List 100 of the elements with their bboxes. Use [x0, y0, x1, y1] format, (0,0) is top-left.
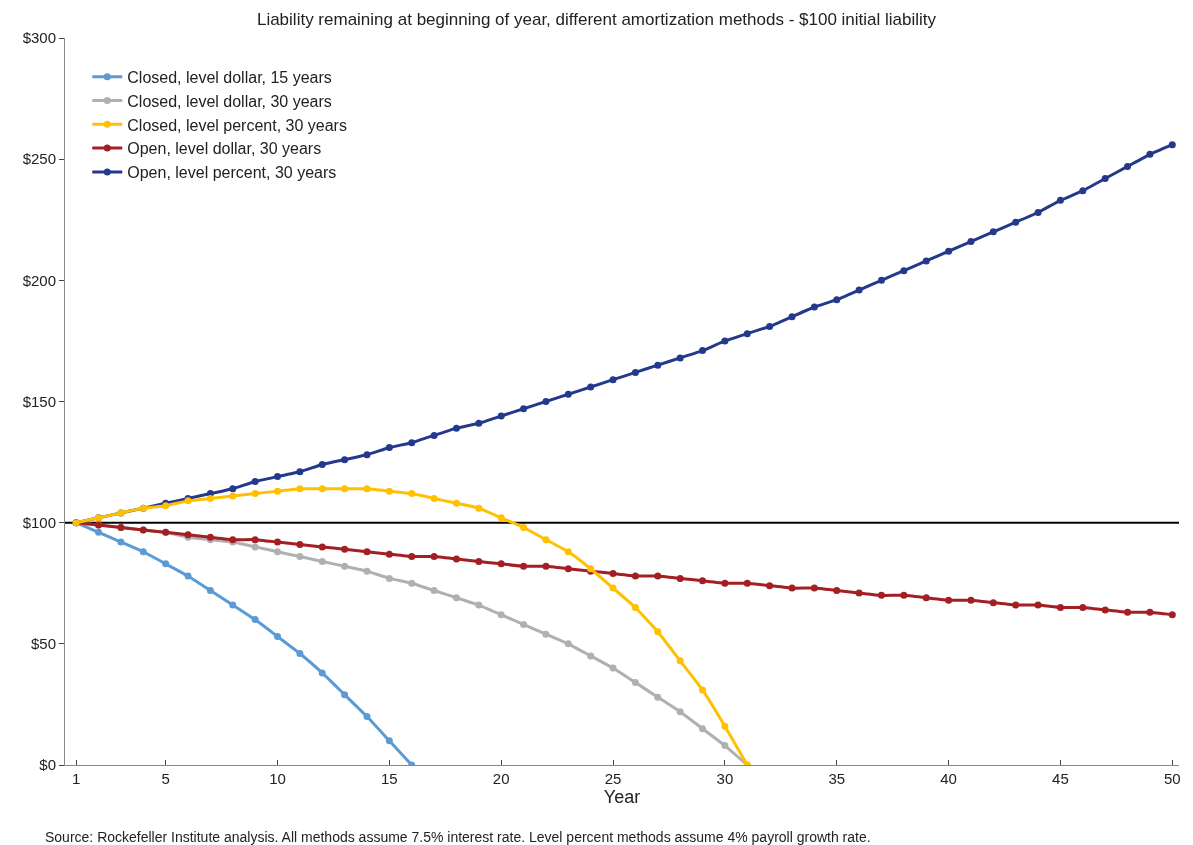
point [1146, 150, 1154, 158]
point [900, 591, 908, 599]
point [609, 570, 617, 578]
point [1146, 608, 1154, 616]
point [564, 640, 572, 648]
point [497, 560, 505, 568]
point [766, 322, 774, 330]
point [1079, 603, 1087, 611]
point [341, 456, 349, 464]
x-axis-title: Year [603, 787, 641, 808]
point [475, 419, 483, 427]
point [318, 461, 326, 469]
point [1012, 601, 1020, 609]
x-tick-label: 30 [716, 770, 734, 787]
point [654, 572, 662, 580]
x-tick-label: 40 [940, 770, 957, 787]
x-tick-label: 45 [1052, 770, 1069, 787]
point [318, 485, 326, 493]
x-tick-label: 25 [604, 770, 622, 787]
point [385, 574, 393, 582]
point [520, 524, 528, 532]
x-tick-label: 1 [72, 770, 81, 787]
point [1124, 608, 1132, 616]
source-note: Source: Rockefeller Institute analysis. All methods assume 7.5% interest rate. Level percent methods assume 4% payroll growth rate. [45, 829, 871, 845]
point [721, 722, 729, 730]
point [1101, 175, 1109, 183]
point [810, 584, 818, 592]
point [676, 657, 684, 665]
point [452, 594, 460, 602]
point [1034, 208, 1042, 216]
point [274, 633, 282, 641]
point [699, 686, 707, 694]
point [475, 557, 483, 565]
x-tick-label: 35 [828, 770, 846, 787]
point [542, 630, 550, 638]
point [721, 337, 729, 345]
point [654, 361, 662, 369]
point [497, 412, 505, 420]
point [385, 487, 393, 495]
point [318, 557, 326, 565]
point [430, 553, 438, 561]
point [318, 543, 326, 551]
point [296, 650, 304, 658]
point [296, 553, 304, 561]
point [206, 494, 214, 502]
point [609, 584, 617, 592]
y-tick-label: $250 [22, 150, 56, 168]
point [520, 562, 528, 570]
point [139, 548, 147, 556]
point [341, 562, 349, 570]
point [296, 540, 304, 548]
point [296, 468, 304, 476]
point [408, 439, 416, 447]
point [430, 587, 438, 595]
point [587, 383, 595, 391]
point [877, 276, 885, 284]
point [676, 354, 684, 362]
point [497, 514, 505, 522]
point [274, 487, 282, 495]
point [408, 553, 416, 561]
x-tick-label: 5 [161, 770, 170, 787]
y-tick-label: $0 [39, 756, 56, 774]
point [452, 555, 460, 563]
point [989, 228, 997, 236]
point [877, 591, 885, 599]
point [1034, 601, 1042, 609]
point [922, 257, 930, 265]
point [95, 528, 103, 536]
point [251, 536, 259, 544]
point [229, 601, 237, 609]
point [229, 492, 237, 500]
point [363, 451, 371, 459]
point [1079, 187, 1087, 195]
point [274, 473, 282, 481]
point [341, 691, 349, 699]
point [251, 490, 259, 498]
point [542, 562, 550, 570]
point [743, 579, 751, 587]
point [251, 543, 259, 551]
point [497, 611, 505, 619]
point [274, 548, 282, 556]
point [743, 330, 751, 338]
point [385, 444, 393, 452]
point [967, 596, 975, 604]
point [1124, 162, 1132, 170]
legend-label: Closed, level dollar, 15 years [127, 68, 332, 86]
point [274, 538, 282, 546]
point [766, 582, 774, 590]
legend-label: Closed, level percent, 30 years [127, 116, 347, 134]
point [855, 589, 863, 597]
point [117, 538, 125, 546]
point [408, 490, 416, 498]
point [408, 579, 416, 587]
point [229, 485, 237, 493]
y-tick-label: $200 [22, 271, 56, 289]
point [631, 603, 639, 611]
point [945, 247, 953, 255]
point [1056, 603, 1064, 611]
point [1056, 196, 1064, 204]
point [363, 713, 371, 721]
